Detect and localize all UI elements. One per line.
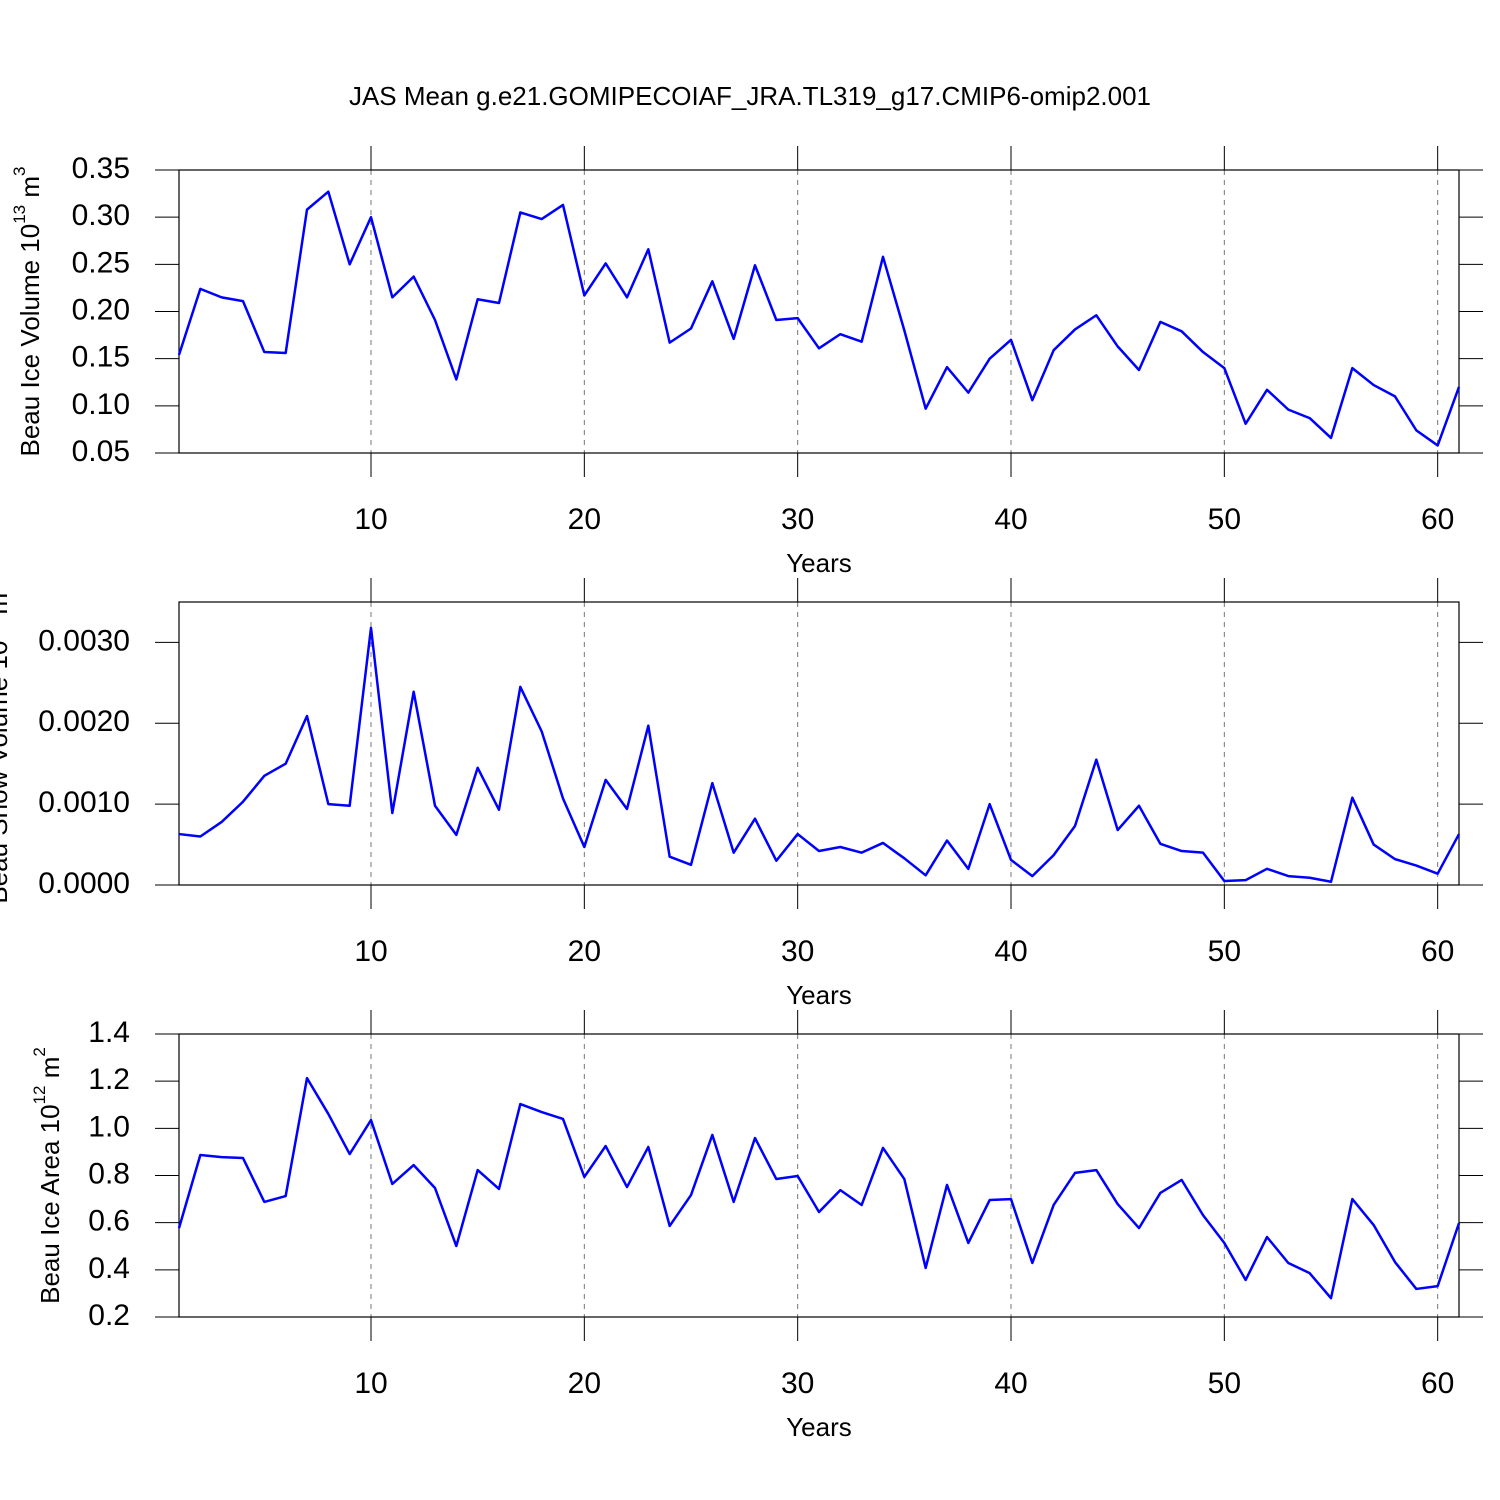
y-tick-label: 0.05 <box>72 435 130 468</box>
y-tick-label: 0.25 <box>72 246 130 279</box>
x-tick-label: 20 <box>568 1367 601 1400</box>
y-tick-label: 0.4 <box>88 1252 130 1285</box>
y-axis-label: Beau Ice Volume 1013 m3 <box>10 167 44 457</box>
x-tick-label: 40 <box>994 1367 1027 1400</box>
y-tick-label: 0.0000 <box>38 867 130 900</box>
x-tick-label: 50 <box>1208 1367 1241 1400</box>
y-tick-label: 0.30 <box>72 199 130 232</box>
y-axis-label-exponent: 3 <box>10 167 29 176</box>
plot-frame <box>178 1033 1460 1318</box>
y-axis-label-text: Beau Snow Volume 10 <box>0 641 13 904</box>
x-tick-label: 10 <box>354 503 387 536</box>
x-tick-label: 60 <box>1421 935 1454 968</box>
y-tick-label: 1.0 <box>88 1110 130 1143</box>
y-axis-label-text: m <box>0 593 13 622</box>
plot-frame <box>178 601 1460 886</box>
x-tick-label: 60 <box>1421 503 1454 536</box>
x-tick-label: 30 <box>781 503 814 536</box>
x-tick-label: 30 <box>781 1367 814 1400</box>
y-tick-label: 0.8 <box>88 1157 130 1190</box>
y-axis-label: Beau Snow Volume 1013 m3 <box>0 583 13 903</box>
y-tick-label: 0.0020 <box>38 705 130 738</box>
x-axis-label: Years <box>786 1412 852 1442</box>
y-tick-label: 0.10 <box>72 388 130 421</box>
y-axis-label-exponent: 13 <box>10 205 29 224</box>
x-tick-label: 10 <box>354 935 387 968</box>
x-tick-label: 40 <box>994 503 1027 536</box>
plot-frame <box>178 169 1460 454</box>
x-tick-label: 30 <box>781 935 814 968</box>
y-tick-label: 1.2 <box>88 1063 130 1096</box>
y-tick-label: 0.0010 <box>38 786 130 819</box>
y-tick-label: 0.20 <box>72 293 130 326</box>
data-line <box>177 190 1461 447</box>
y-tick-label: 0.15 <box>72 341 130 374</box>
y-axis-label-text: m <box>35 1057 65 1086</box>
x-axis-label: Years <box>786 548 852 578</box>
y-tick-label: 0.0030 <box>38 624 130 657</box>
x-tick-label: 10 <box>354 1367 387 1400</box>
y-axis-label-exponent: 12 <box>30 1085 49 1104</box>
x-tick-label: 40 <box>994 935 1027 968</box>
data-line <box>177 1076 1461 1300</box>
y-tick-label: 0.2 <box>88 1299 130 1332</box>
data-line <box>178 626 1461 884</box>
x-tick-label: 50 <box>1208 935 1241 968</box>
y-tick-label: 1.4 <box>88 1016 130 1049</box>
x-tick-label: 60 <box>1421 1367 1454 1400</box>
y-axis-label-text: Beau Ice Area 10 <box>35 1104 65 1303</box>
x-axis-label: Years <box>786 980 852 1010</box>
figure-title: JAS Mean g.e21.GOMIPECOIAF_JRA.TL319_g17… <box>349 81 1151 111</box>
x-tick-label: 20 <box>568 503 601 536</box>
y-axis-label-exponent: 2 <box>30 1047 49 1056</box>
y-axis-label: Beau Ice Area 1012 m2 <box>30 1047 64 1304</box>
x-tick-label: 20 <box>568 935 601 968</box>
x-tick-label: 50 <box>1208 503 1241 536</box>
y-tick-label: 0.6 <box>88 1205 130 1238</box>
y-axis-label-text: m <box>15 176 45 205</box>
y-tick-label: 0.35 <box>72 152 130 185</box>
y-axis-label-text: Beau Ice Volume 10 <box>15 224 45 457</box>
